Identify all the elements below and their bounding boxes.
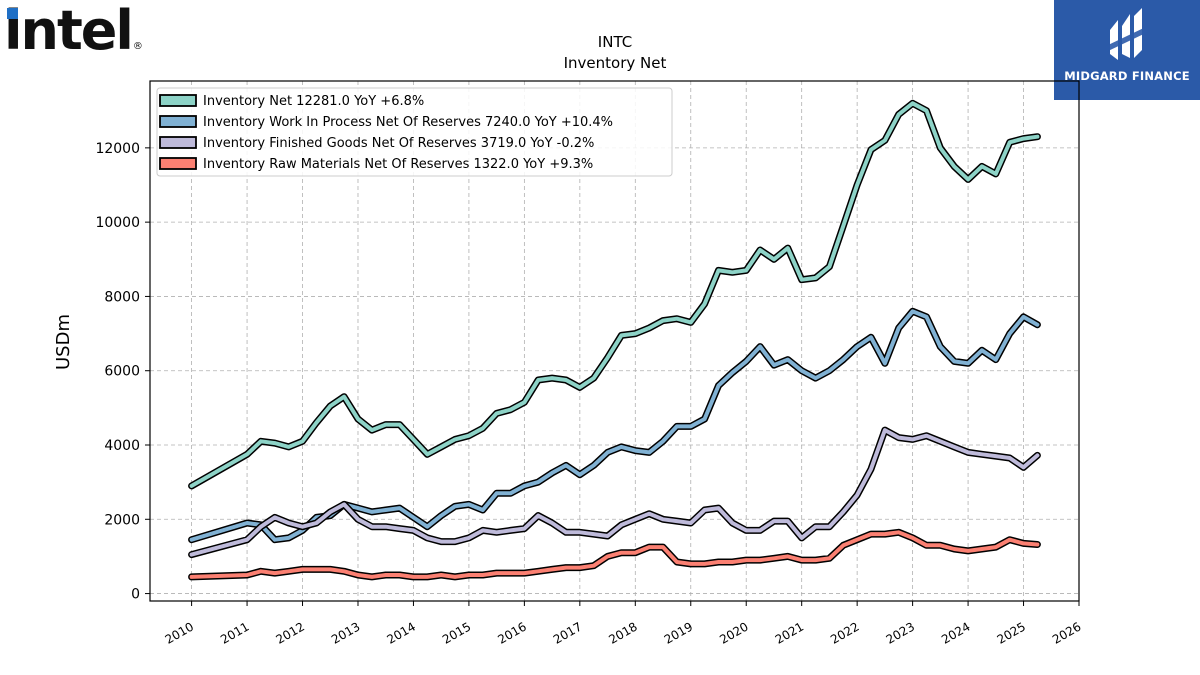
legend-swatch [159,136,197,149]
midgard-emblem-icon [1106,8,1148,60]
x-tick-label: 2020 [717,619,750,646]
finished-goods-line [188,426,1041,559]
legend-box [156,87,673,177]
x-tick-label: 2019 [662,619,695,646]
legend-label: Inventory Work In Process Net Of Reserve… [203,115,613,130]
logo-dot-mark [7,8,18,19]
x-tick-label: 2024 [939,619,972,646]
logo-text: intel [4,0,134,62]
legend-swatch [159,157,197,170]
y-tick-label: 10000 [95,215,140,231]
x-tick-label: 2015 [440,619,473,646]
y-tick-label: 6000 [104,364,140,380]
inventory-net-line-stroke [189,101,1040,488]
y-tick-label: 12000 [95,141,140,157]
plot-frame [149,80,1080,602]
finished-goods-line-stroke [189,428,1040,557]
x-tick-label: 2025 [995,619,1028,646]
x-tick-label: 2017 [551,619,584,646]
x-tick-label: 2014 [384,619,417,646]
y-tick-label: 2000 [104,512,140,528]
intel-logo: intel® [4,0,143,78]
legend-swatch [159,115,197,128]
inventory-net-line [188,99,1041,490]
x-tick-label: 2022 [828,619,861,646]
y-tick-label: 8000 [104,289,140,305]
y-axis-label: USDm [53,314,74,370]
x-tick-label: 2018 [606,619,639,646]
x-tick-label: 2021 [773,619,806,646]
raw-materials-line-stroke [189,530,1040,579]
x-tick-label: 2012 [274,619,307,646]
x-tick-label: 2010 [163,619,196,646]
y-tick-label: 4000 [104,438,140,454]
legend-label: Inventory Raw Materials Net Of Reserves … [203,157,593,172]
brand-name: MIDGARD FINANCE [1064,69,1190,83]
chart-subtitle: Inventory Net [564,54,667,72]
work-in-process-line [188,307,1041,544]
x-tick-label: 2016 [495,619,528,646]
midgard-finance-badge: MIDGARD FINANCE [1054,0,1200,100]
legend-swatch [159,94,197,107]
x-tick-label: 2011 [218,619,251,646]
x-tick-label: 2026 [1050,619,1083,646]
work-in-process-line-stroke [189,309,1040,542]
y-tick-label: 0 [131,587,140,603]
x-tick-label: 2023 [884,619,917,646]
legend-label: Inventory Finished Goods Net Of Reserves… [203,136,594,151]
logo-registered-mark: ® [132,41,143,52]
legend-label: Inventory Net 12281.0 YoY +6.8% [203,94,424,109]
chart-title: INTC [598,33,632,51]
x-tick-label: 2013 [329,619,362,646]
raw-materials-line [188,528,1041,581]
